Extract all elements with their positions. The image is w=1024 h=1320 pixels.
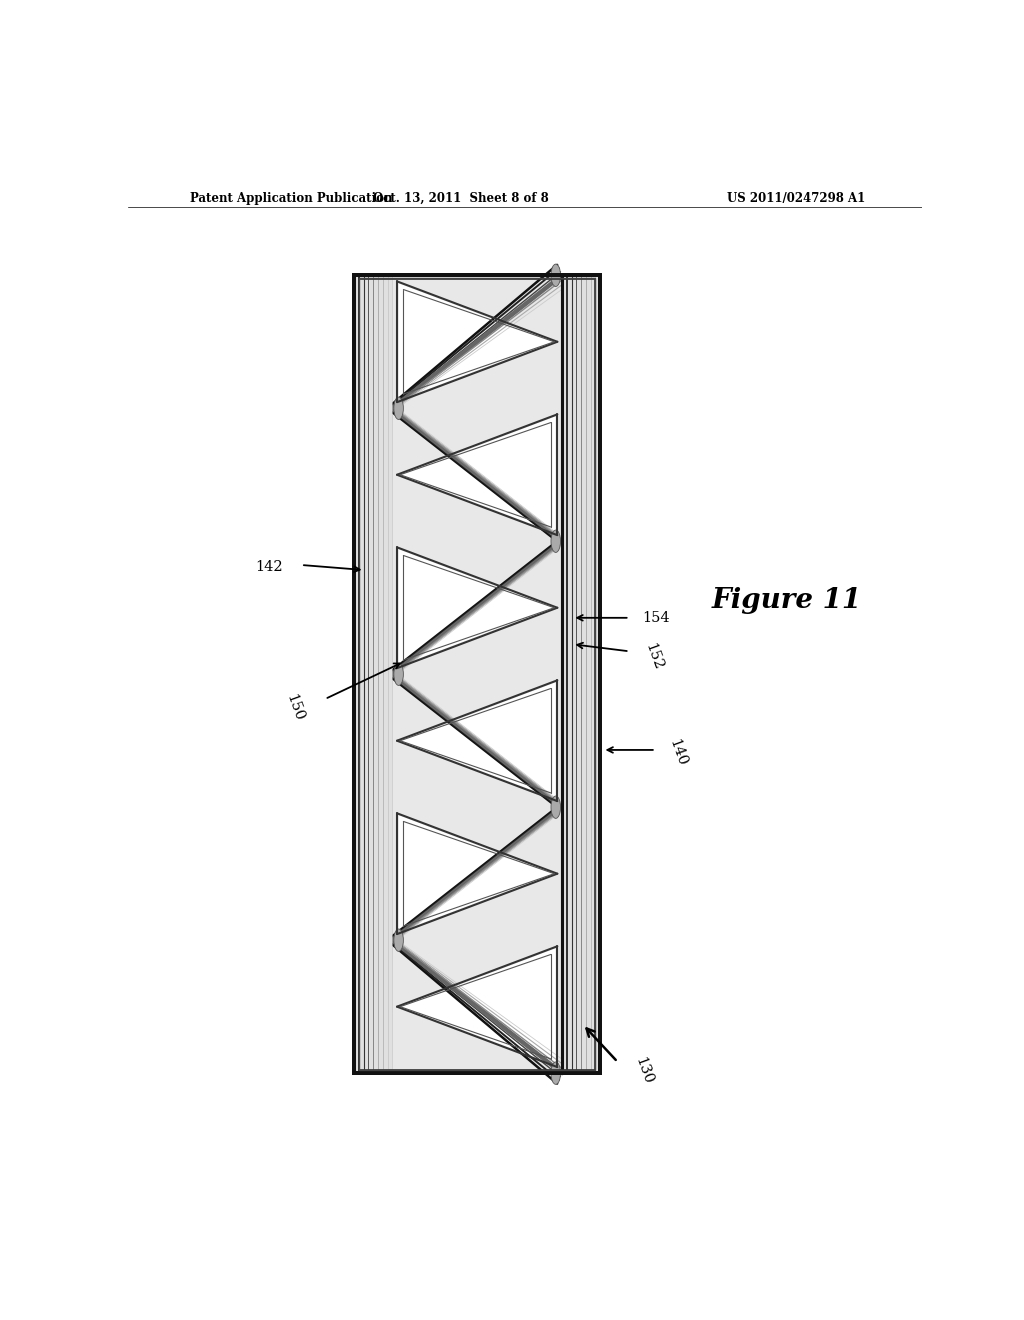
Bar xyxy=(354,276,392,1073)
Bar xyxy=(354,276,600,1073)
Text: US 2011/0247298 A1: US 2011/0247298 A1 xyxy=(727,191,865,205)
Polygon shape xyxy=(401,948,556,1065)
Ellipse shape xyxy=(394,663,403,685)
Ellipse shape xyxy=(394,397,403,420)
Ellipse shape xyxy=(551,531,560,553)
Polygon shape xyxy=(401,682,556,799)
Bar xyxy=(354,276,600,1073)
Text: 142: 142 xyxy=(255,560,283,574)
Polygon shape xyxy=(398,549,553,667)
Text: 154: 154 xyxy=(642,611,670,624)
Text: 140: 140 xyxy=(666,738,689,768)
Text: 150: 150 xyxy=(284,692,306,722)
Text: Oct. 13, 2011  Sheet 8 of 8: Oct. 13, 2011 Sheet 8 of 8 xyxy=(374,191,549,205)
Ellipse shape xyxy=(551,796,560,818)
Polygon shape xyxy=(398,284,553,400)
Polygon shape xyxy=(398,816,553,932)
Text: Patent Application Publication: Patent Application Publication xyxy=(189,191,392,205)
Text: 152: 152 xyxy=(642,642,665,672)
Bar xyxy=(562,276,600,1073)
Ellipse shape xyxy=(551,1063,560,1084)
Text: 130: 130 xyxy=(633,1056,655,1086)
Ellipse shape xyxy=(394,929,403,952)
Bar xyxy=(359,279,595,1069)
Polygon shape xyxy=(401,416,556,533)
Bar xyxy=(359,279,595,1071)
Bar xyxy=(354,276,600,1073)
Text: Figure 11: Figure 11 xyxy=(712,587,861,614)
Ellipse shape xyxy=(551,264,560,286)
